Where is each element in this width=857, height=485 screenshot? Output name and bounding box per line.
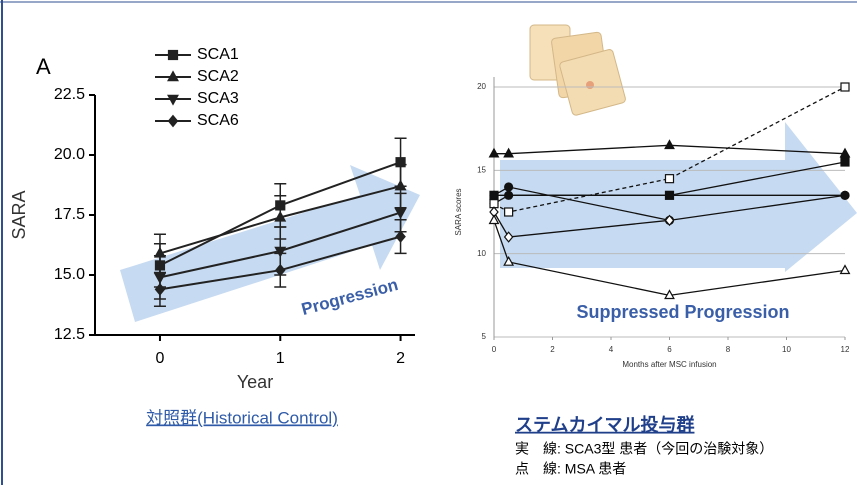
x-tick-label: 4 <box>609 345 614 354</box>
y-tick-label: 15.0 <box>54 266 85 283</box>
annotation: Progression <box>299 275 400 319</box>
x-tick-label: 0 <box>492 345 497 354</box>
y-tick-label: 20.0 <box>54 146 85 163</box>
legend-label: SCA6 <box>197 112 239 129</box>
legend-marker <box>169 51 178 60</box>
marker <box>490 191 498 199</box>
x-tick-label: 8 <box>726 345 731 354</box>
annotation: Suppressed Progression <box>576 302 789 322</box>
y-axis-label: SARA <box>9 190 29 239</box>
note: 実 線: SCA3型 患者（今回の治験対象） <box>515 441 773 457</box>
x-tick-label: 0 <box>156 350 165 367</box>
legend-label: SCA2 <box>197 68 239 85</box>
caption: ステムカイマル投与群 <box>515 414 694 435</box>
marker <box>841 83 849 91</box>
marker <box>665 141 674 149</box>
y-axis-label: SARA scores <box>454 188 463 235</box>
y-tick-label: 17.5 <box>54 206 85 223</box>
x-axis-label: Year <box>237 372 273 392</box>
marker <box>505 208 513 216</box>
y-tick-label: 20 <box>477 82 486 91</box>
marker <box>841 149 850 157</box>
panel-label: A <box>36 54 51 79</box>
note: 点 線: MSA 患者 <box>515 461 626 477</box>
marker <box>841 158 849 166</box>
x-tick-label: 1 <box>276 350 285 367</box>
marker <box>505 183 513 191</box>
y-tick-label: 5 <box>482 332 487 341</box>
x-axis-label: Months after MSC infusion <box>622 360 716 369</box>
medicine-illustration <box>530 25 626 116</box>
slide: A Progression Suppressed Progression 対照群… <box>0 0 857 485</box>
y-tick-label: 12.5 <box>54 326 85 343</box>
y-tick-label: 22.5 <box>54 86 85 103</box>
marker <box>505 191 513 199</box>
legend-label: SCA3 <box>197 90 239 107</box>
y-tick-label: 15 <box>477 165 486 174</box>
marker <box>666 175 674 183</box>
page: {"chart_data": [ {"type": "line", "panel… <box>0 0 857 485</box>
legend-label: SCA1 <box>197 46 239 63</box>
marker <box>490 149 499 157</box>
legend-marker <box>169 116 178 127</box>
marker <box>841 191 849 199</box>
caption: 対照群(Historical Control) <box>146 408 338 427</box>
x-tick-label: 2 <box>396 350 405 367</box>
x-tick-label: 10 <box>782 345 791 354</box>
marker <box>841 266 850 274</box>
x-tick-label: 6 <box>667 345 672 354</box>
y-tick-label: 10 <box>477 249 486 258</box>
x-tick-label: 2 <box>550 345 555 354</box>
suppressed-arrow <box>500 122 857 272</box>
x-tick-label: 12 <box>841 345 850 354</box>
